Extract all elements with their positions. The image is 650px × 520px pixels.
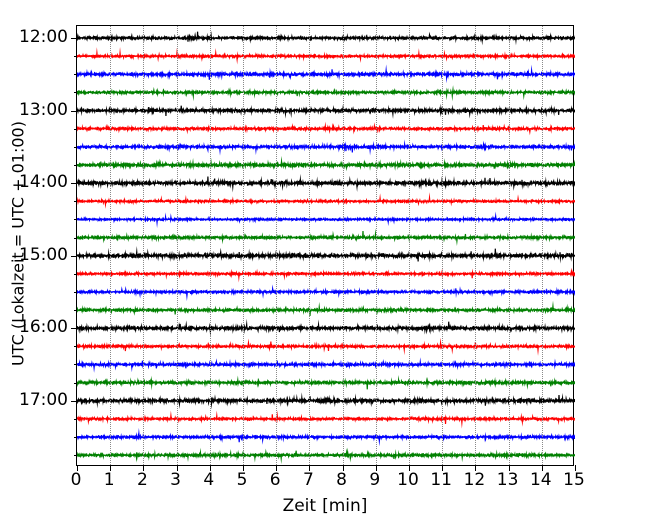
y-tick-minor bbox=[73, 74, 77, 76]
x-tick-12 bbox=[475, 465, 477, 471]
y-tick-minor bbox=[73, 146, 77, 148]
gridline-x-9 bbox=[375, 26, 377, 465]
y-tick-minor bbox=[73, 346, 77, 348]
y-tick-minor bbox=[73, 364, 77, 366]
x-tick-0 bbox=[77, 465, 78, 471]
x-tick-label-1: 1 bbox=[103, 470, 115, 490]
x-tick-2 bbox=[143, 465, 145, 471]
y-tick-minor bbox=[73, 437, 77, 439]
x-tick-label-9: 9 bbox=[369, 470, 381, 490]
x-tick-label-5: 5 bbox=[236, 470, 248, 490]
x-tick-label-3: 3 bbox=[170, 470, 181, 490]
x-tick-15 bbox=[575, 465, 576, 471]
x-tick-13 bbox=[508, 465, 510, 471]
x-tick-3 bbox=[176, 465, 178, 471]
gridline-x-8 bbox=[342, 26, 344, 465]
x-tick-9 bbox=[375, 465, 377, 471]
x-tick-8 bbox=[342, 465, 344, 471]
x-tick-label-0: 0 bbox=[70, 470, 82, 490]
plot-area[interactable] bbox=[71, 25, 576, 471]
x-tick-label-4: 4 bbox=[203, 470, 215, 490]
x-tick-label-10: 10 bbox=[397, 470, 419, 490]
y-tick-minor bbox=[73, 201, 77, 203]
x-tick-5 bbox=[243, 465, 244, 471]
x-axis-title: Zeit [min] bbox=[0, 496, 650, 516]
gridline-x-1 bbox=[110, 26, 112, 465]
x-tick-6 bbox=[276, 465, 278, 471]
x-tick-7 bbox=[309, 465, 311, 471]
gridline-x-2 bbox=[143, 26, 145, 465]
y-tick-minor bbox=[73, 291, 77, 293]
x-axis-title-unit: [min] bbox=[322, 496, 368, 516]
y-tick-minor bbox=[73, 273, 77, 275]
y-tick-minor bbox=[73, 92, 77, 94]
gridline-x-5 bbox=[243, 26, 244, 465]
gridline-x-13 bbox=[508, 26, 510, 465]
y-tick-minor bbox=[73, 164, 77, 166]
y-tick-15-00 bbox=[71, 255, 77, 257]
y-tick-minor bbox=[73, 310, 77, 312]
gridline-x-3 bbox=[176, 26, 178, 465]
x-tick-label-11: 11 bbox=[430, 470, 452, 490]
y-tick-17-00 bbox=[71, 400, 77, 402]
y-tick-12-00 bbox=[71, 38, 77, 39]
y-tick-14-00 bbox=[71, 183, 77, 185]
gridline-x-10 bbox=[409, 26, 410, 465]
x-tick-10 bbox=[409, 465, 410, 471]
x-tick-1 bbox=[110, 465, 112, 471]
x-tick-label-12: 12 bbox=[463, 470, 486, 490]
gridline-x-4 bbox=[209, 26, 211, 465]
x-tick-label-2: 2 bbox=[136, 470, 148, 490]
x-tick-label-15: 15 bbox=[563, 470, 585, 490]
y-tick-minor bbox=[73, 56, 77, 58]
gridline-x-7 bbox=[309, 26, 311, 465]
gridline-x-12 bbox=[475, 26, 477, 465]
y-tick-minor bbox=[73, 219, 77, 221]
x-tick-14 bbox=[541, 465, 543, 471]
x-tick-label-13: 13 bbox=[496, 470, 519, 490]
y-tick-minor bbox=[73, 455, 77, 457]
y-tick-minor bbox=[73, 382, 77, 384]
x-tick-11 bbox=[442, 465, 444, 471]
seismic-trace-canvas bbox=[77, 26, 575, 467]
y-tick-minor bbox=[73, 237, 77, 239]
y-axis-title: UTC (Lokalzeit = UTC + 01:00) bbox=[8, 121, 28, 366]
x-tick-label-14: 14 bbox=[529, 470, 552, 490]
y-tick-minor bbox=[73, 418, 77, 420]
x-axis-title-name: Zeit bbox=[282, 496, 317, 516]
gridline-x-6 bbox=[276, 26, 278, 465]
y-tick-13-00 bbox=[71, 110, 77, 112]
y-tick-16-00 bbox=[71, 328, 77, 330]
x-tick-label-7: 7 bbox=[302, 470, 314, 490]
x-tick-label-8: 8 bbox=[336, 470, 347, 490]
gridline-x-14 bbox=[541, 26, 543, 465]
x-tick-4 bbox=[209, 465, 211, 471]
gridline-x-11 bbox=[442, 26, 444, 465]
y-tick-minor bbox=[73, 128, 77, 130]
x-tick-label-6: 6 bbox=[269, 470, 281, 490]
